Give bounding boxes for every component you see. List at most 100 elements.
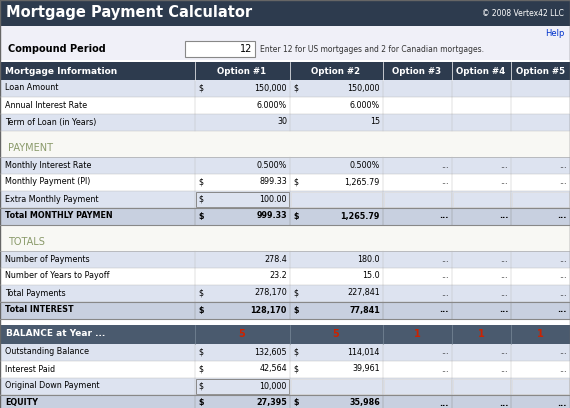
Text: ...: ... xyxy=(560,348,567,357)
Text: $: $ xyxy=(293,84,298,93)
Text: BALANCE at Year ...: BALANCE at Year ... xyxy=(6,330,105,339)
Bar xyxy=(0,208,570,225)
Text: $: $ xyxy=(198,84,203,93)
Bar xyxy=(291,379,382,394)
Text: Number of Payments: Number of Payments xyxy=(5,255,89,264)
Text: ...: ... xyxy=(500,255,508,264)
Bar xyxy=(0,225,570,251)
Text: $: $ xyxy=(198,288,203,297)
Bar xyxy=(291,192,382,207)
Text: Number of Years to Payoff: Number of Years to Payoff xyxy=(5,271,109,281)
Text: 150,000: 150,000 xyxy=(254,84,287,93)
Text: ...: ... xyxy=(500,348,508,357)
Text: 128,170: 128,170 xyxy=(251,306,287,315)
Text: ...: ... xyxy=(557,399,567,408)
Text: ...: ... xyxy=(439,211,449,220)
Text: 1,265.79: 1,265.79 xyxy=(345,177,380,186)
Bar xyxy=(196,192,289,207)
Bar xyxy=(0,97,570,114)
Text: ...: ... xyxy=(557,211,567,220)
Text: $: $ xyxy=(198,348,203,357)
Bar xyxy=(0,344,570,361)
Bar xyxy=(0,378,570,395)
Text: ...: ... xyxy=(560,271,567,281)
Text: Help: Help xyxy=(544,29,564,38)
Bar xyxy=(0,131,570,157)
Text: 1: 1 xyxy=(478,329,484,339)
Bar xyxy=(0,302,570,319)
Text: Option #2: Option #2 xyxy=(311,67,361,75)
Text: EQUITY: EQUITY xyxy=(5,399,38,408)
Text: 12: 12 xyxy=(239,44,252,54)
Text: ...: ... xyxy=(500,288,508,297)
Text: $: $ xyxy=(293,399,299,408)
Text: ...: ... xyxy=(500,177,508,186)
Text: Mortgage Information: Mortgage Information xyxy=(5,67,117,75)
Text: Original Down Payment: Original Down Payment xyxy=(5,381,100,390)
Text: Monthly Payment (PI): Monthly Payment (PI) xyxy=(5,177,91,186)
Text: Annual Interest Rate: Annual Interest Rate xyxy=(5,100,87,109)
Text: © 2008 Vertex42 LLC: © 2008 Vertex42 LLC xyxy=(482,9,564,18)
Text: 5: 5 xyxy=(333,329,339,339)
Text: 1: 1 xyxy=(414,329,421,339)
Text: 30: 30 xyxy=(277,118,287,126)
Text: 23.2: 23.2 xyxy=(269,271,287,281)
Text: Outstanding Balance: Outstanding Balance xyxy=(5,348,89,357)
Text: Option #4: Option #4 xyxy=(457,67,506,75)
Text: $: $ xyxy=(293,348,298,357)
Text: ...: ... xyxy=(499,211,508,220)
Text: ...: ... xyxy=(442,271,449,281)
Text: ...: ... xyxy=(442,177,449,186)
Text: $: $ xyxy=(293,288,298,297)
Text: 35,986: 35,986 xyxy=(349,399,380,408)
Text: Option #1: Option #1 xyxy=(217,67,267,75)
Text: 5: 5 xyxy=(239,329,245,339)
Text: ...: ... xyxy=(500,364,508,373)
Bar xyxy=(0,191,570,208)
Bar xyxy=(0,268,570,285)
Text: Mortgage Payment Calculator: Mortgage Payment Calculator xyxy=(6,5,252,20)
Text: ...: ... xyxy=(560,364,567,373)
Text: Term of Loan (in Years): Term of Loan (in Years) xyxy=(5,118,96,126)
Text: TOTALS: TOTALS xyxy=(8,237,45,247)
Bar xyxy=(512,192,569,207)
Bar xyxy=(384,379,451,394)
Text: Monthly Interest Rate: Monthly Interest Rate xyxy=(5,160,91,169)
Text: 278,170: 278,170 xyxy=(254,288,287,297)
Text: $: $ xyxy=(198,364,203,373)
Text: Interest Paid: Interest Paid xyxy=(5,364,55,373)
Bar xyxy=(0,26,570,40)
Bar xyxy=(0,325,570,344)
Text: $: $ xyxy=(293,364,298,373)
Text: 15.0: 15.0 xyxy=(363,271,380,281)
Text: $: $ xyxy=(198,211,203,220)
Bar xyxy=(0,285,570,302)
Text: ...: ... xyxy=(442,348,449,357)
Text: ...: ... xyxy=(442,288,449,297)
Text: 39,961: 39,961 xyxy=(352,364,380,373)
Text: 278.4: 278.4 xyxy=(264,255,287,264)
Bar xyxy=(185,41,255,57)
Text: Total INTEREST: Total INTEREST xyxy=(5,306,74,315)
Text: ...: ... xyxy=(560,177,567,186)
Text: ...: ... xyxy=(560,288,567,297)
Text: $: $ xyxy=(198,399,203,408)
Text: Total Payments: Total Payments xyxy=(5,288,66,297)
Text: Compound Period: Compound Period xyxy=(8,44,106,54)
Text: 999.33: 999.33 xyxy=(256,211,287,220)
Text: 100.00: 100.00 xyxy=(259,195,287,204)
Text: $: $ xyxy=(293,177,298,186)
Text: $: $ xyxy=(198,306,203,315)
Text: 10,000: 10,000 xyxy=(259,381,287,390)
Text: $: $ xyxy=(198,195,203,204)
Text: 27,395: 27,395 xyxy=(256,399,287,408)
Text: $: $ xyxy=(198,177,203,186)
Text: Enter 12 for US mortgages and 2 for Canadian mortgages.: Enter 12 for US mortgages and 2 for Cana… xyxy=(260,44,484,53)
Text: Extra Monthly Payment: Extra Monthly Payment xyxy=(5,195,99,204)
Text: 6.000%: 6.000% xyxy=(256,100,287,109)
Bar xyxy=(0,0,570,26)
Text: ...: ... xyxy=(442,364,449,373)
Bar xyxy=(384,192,451,207)
Text: 150,000: 150,000 xyxy=(348,84,380,93)
Text: Loan Amount: Loan Amount xyxy=(5,84,58,93)
